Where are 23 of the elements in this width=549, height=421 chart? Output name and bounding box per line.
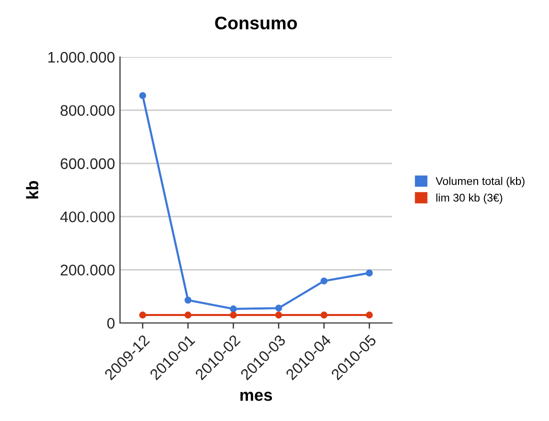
point: [275, 304, 282, 312]
point: [230, 312, 237, 318]
y-axis-title: kb: [26, 180, 38, 199]
point: [230, 305, 237, 312]
chart-title: Consumo: [215, 16, 297, 30]
y-tick-label: 600.000: [60, 158, 115, 170]
point: [139, 92, 146, 100]
y-tick-label: 1.000.000: [48, 52, 115, 63]
point: [366, 270, 373, 276]
legend-label: Volumen total (kb): [436, 176, 524, 188]
point: [320, 312, 328, 318]
point: [139, 312, 146, 318]
point: [275, 312, 282, 318]
y-tick-label: 800.000: [60, 105, 115, 116]
x-axis-title: mes: [240, 392, 272, 401]
y-tick-label: 200.000: [60, 264, 115, 276]
legend-label: lim 30 kb (3€): [436, 194, 502, 204]
point: [366, 312, 373, 318]
point: [184, 312, 192, 318]
y-tick-label: 400.000: [60, 211, 115, 222]
point: [184, 296, 192, 304]
point: [320, 278, 328, 284]
y-tick-label: 0: [107, 318, 115, 329]
